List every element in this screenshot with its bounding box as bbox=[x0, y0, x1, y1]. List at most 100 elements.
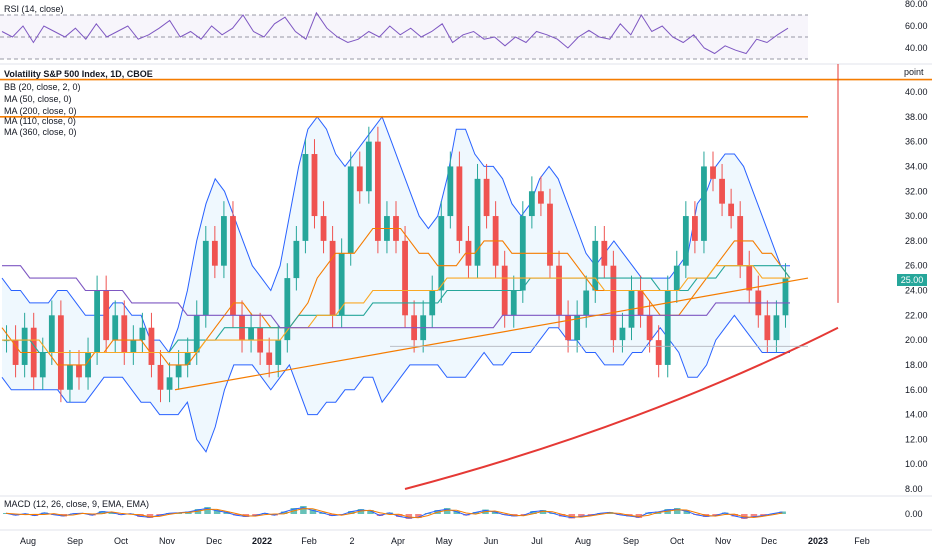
legend-ma200[interactable]: MA (200, close, 0) bbox=[4, 106, 77, 116]
candle-body bbox=[402, 240, 408, 316]
candle-body bbox=[21, 327, 28, 365]
macd-histogram-bar bbox=[712, 514, 719, 516]
macd-histogram-bar bbox=[491, 511, 499, 514]
trend-line-orange[interactable] bbox=[174, 277, 809, 391]
macd-histogram-bar bbox=[108, 512, 115, 514]
rsi-tick-label: 60.00 bbox=[905, 21, 928, 31]
time-tick-label: 2023 bbox=[808, 536, 828, 546]
candle-body bbox=[284, 278, 291, 341]
candle-body bbox=[447, 166, 454, 217]
candle-body bbox=[474, 178, 481, 266]
candle-body bbox=[311, 154, 318, 217]
ma110-line bbox=[2, 265, 790, 354]
candle-body bbox=[556, 265, 562, 316]
legend-bb[interactable]: BB (20, close, 2, 0) bbox=[4, 82, 81, 92]
main-title: Volatility S&P 500 Index, 1D, CBOE bbox=[4, 69, 153, 79]
candle-body bbox=[266, 352, 273, 365]
macd-histogram-bar bbox=[348, 511, 355, 514]
legend-ma360[interactable]: MA (360, close, 0) bbox=[4, 127, 77, 137]
macd-histogram-bar bbox=[453, 511, 461, 514]
candle-body bbox=[103, 290, 110, 341]
trend-curve-red[interactable] bbox=[404, 326, 839, 490]
time-tick-label: Oct bbox=[670, 536, 685, 546]
macd-histogram-bar bbox=[558, 514, 566, 517]
ma50-line bbox=[1, 227, 791, 366]
macd-histogram-bar bbox=[309, 509, 317, 514]
macd-histogram-bar bbox=[683, 510, 691, 514]
price-tick-label: 24.00 bbox=[905, 286, 928, 296]
time-tick-label: Sep bbox=[623, 536, 639, 546]
candle-body bbox=[157, 364, 164, 390]
macd-title: MACD (12, 26, close, 9, EMA, EMA) bbox=[4, 499, 150, 509]
time-tick-label: Nov bbox=[715, 536, 732, 546]
time-tick-label: Nov bbox=[159, 536, 176, 546]
time-tick-label: Aug bbox=[575, 536, 591, 546]
macd-histogram-bar bbox=[213, 510, 221, 514]
candle-body bbox=[691, 216, 698, 241]
candle-body bbox=[211, 240, 218, 266]
candle-body bbox=[592, 240, 599, 291]
price-tick-label: 28.00 bbox=[905, 236, 928, 246]
macd-histogram-bar bbox=[137, 514, 144, 517]
time-tick-label: Feb bbox=[301, 536, 317, 546]
price-tick-label: 14.00 bbox=[905, 410, 928, 420]
rsi-tick-label: 40.00 bbox=[905, 43, 928, 53]
candle-body bbox=[320, 216, 327, 241]
candle-body bbox=[139, 327, 146, 341]
price-tick-label: 30.00 bbox=[905, 211, 928, 221]
candle-body bbox=[583, 290, 590, 316]
time-tick-label: Oct bbox=[114, 536, 129, 546]
candle-body bbox=[746, 265, 753, 291]
macd-histogram-bar bbox=[539, 510, 547, 514]
candle-body bbox=[166, 377, 173, 390]
macd-histogram-bar bbox=[750, 514, 758, 518]
candle-body bbox=[637, 290, 644, 316]
candle-body bbox=[76, 364, 82, 378]
macd-histogram-bar bbox=[367, 510, 374, 514]
candle-body bbox=[574, 315, 581, 341]
macd-histogram-bar bbox=[300, 506, 307, 514]
candle-body bbox=[773, 315, 780, 341]
macd-signal-line bbox=[5, 508, 783, 519]
candle-body bbox=[130, 340, 137, 353]
legend-ma110[interactable]: MA (110, close, 0) bbox=[4, 116, 76, 126]
bollinger-band-fill bbox=[2, 116, 790, 452]
bollinger-upper-line bbox=[1, 115, 790, 354]
candle-body bbox=[202, 240, 209, 316]
candle-body bbox=[121, 315, 128, 353]
candle-body bbox=[12, 340, 19, 365]
macd-histogram-bar bbox=[98, 511, 106, 514]
candle-body bbox=[175, 364, 182, 378]
time-tick-label: 2022 bbox=[252, 536, 272, 546]
time-tick-label: Jun bbox=[484, 536, 499, 546]
macd-histogram-bar bbox=[146, 514, 154, 518]
candle-body bbox=[275, 340, 282, 365]
candle-body bbox=[655, 340, 662, 365]
macd-tick-label: 0.00 bbox=[905, 509, 923, 519]
rsi-tick-label: 80.00 bbox=[905, 0, 928, 9]
candle-body bbox=[302, 154, 309, 241]
candle-body bbox=[112, 315, 119, 341]
macd-histogram-bar bbox=[472, 512, 480, 514]
candle-body bbox=[673, 265, 680, 291]
rsi-band bbox=[0, 15, 808, 59]
macd-histogram-bar bbox=[280, 511, 288, 514]
price-tick-label: 20.00 bbox=[905, 335, 928, 345]
price-tick-label: 26.00 bbox=[905, 261, 928, 271]
macd-histogram-bar bbox=[204, 507, 211, 514]
candle-body bbox=[293, 240, 300, 279]
macd-histogram-bar bbox=[530, 511, 537, 514]
macd-histogram-bar bbox=[31, 514, 39, 516]
candle-body bbox=[682, 216, 689, 266]
candle-body bbox=[39, 352, 46, 378]
candle-body bbox=[610, 265, 617, 341]
candle-body bbox=[619, 327, 626, 341]
price-tick-label: 16.00 bbox=[905, 385, 928, 395]
candle-body bbox=[347, 166, 354, 254]
macd-histogram-bar bbox=[223, 512, 230, 514]
legend-ma50[interactable]: MA (50, close, 0) bbox=[4, 94, 72, 104]
candle-body bbox=[601, 240, 608, 266]
macd-histogram-bar bbox=[731, 514, 738, 517]
